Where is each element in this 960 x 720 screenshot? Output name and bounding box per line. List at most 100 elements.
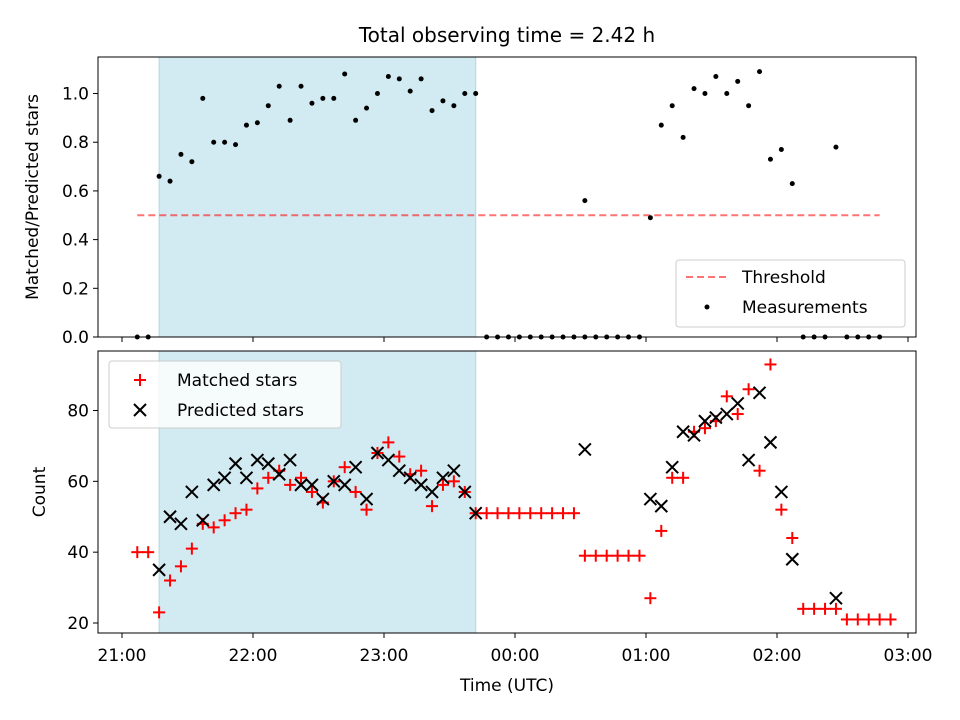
predicted-star-point	[327, 474, 341, 489]
matched-star-point	[535, 507, 548, 520]
matched-star-point	[142, 546, 155, 559]
shaded-span	[159, 57, 476, 337]
predicted-star-point	[741, 453, 756, 467]
matched-star-point	[491, 507, 504, 520]
x-tick-label: 00:00	[491, 646, 540, 666]
matched-star-point	[720, 390, 733, 403]
predicted-star-point	[261, 456, 275, 471]
predicted-star-point	[709, 410, 723, 425]
matched-star-point	[240, 503, 253, 516]
measurement-point	[582, 198, 588, 204]
predicted-star-point	[578, 442, 592, 457]
measurement-point	[309, 100, 315, 106]
legend-threshold-label: Threshold	[741, 268, 826, 288]
legend-matched-swatch	[134, 374, 146, 386]
matched-star-point	[513, 507, 526, 520]
matched-star-point	[851, 613, 864, 626]
measurement-point	[167, 178, 173, 184]
matched-star-point	[622, 549, 635, 562]
predicted-star-point	[163, 510, 177, 524]
predicted-star-point	[447, 463, 461, 478]
predicted-star-point	[283, 453, 297, 467]
measurement-point	[407, 88, 413, 94]
measurement-point	[178, 151, 184, 157]
y-tick-label: 80	[67, 401, 89, 421]
predicted-star-point	[774, 485, 789, 499]
figure-title: Total observing time = 2.42 h	[358, 23, 655, 47]
matched-star-point	[284, 478, 297, 491]
matched-star-point	[524, 507, 537, 520]
matched-star-point	[546, 507, 559, 520]
matched-star-point	[436, 478, 449, 491]
top-ylabel: Matched/Predicted stars	[23, 94, 43, 300]
matched-star-point	[731, 408, 744, 421]
predicted-star-point	[272, 467, 286, 481]
matched-star-point	[174, 560, 187, 573]
measurement-point	[211, 139, 217, 145]
measurement-point	[396, 76, 402, 82]
matched-star-point	[557, 507, 570, 520]
matched-star-point	[840, 613, 853, 626]
measurement-point	[385, 73, 391, 79]
measurement-point	[767, 156, 773, 162]
matched-star-point	[797, 602, 810, 615]
predicted-star-point	[752, 386, 767, 400]
matched-star-point	[633, 549, 646, 562]
matched-star-point	[611, 549, 624, 562]
matched-star-point	[393, 450, 406, 463]
matched-star-point	[677, 471, 690, 484]
matched-star-point	[229, 507, 242, 520]
measurement-point	[265, 103, 271, 109]
legend-measurement-swatch	[704, 304, 710, 310]
measurement-point	[691, 86, 697, 92]
matched-star-point	[426, 500, 439, 513]
predicted-star-point	[698, 414, 712, 428]
matched-star-point	[808, 602, 821, 615]
predicted-star-point	[305, 478, 319, 492]
y-tick-label: 40	[67, 543, 89, 563]
measurement-point	[735, 78, 741, 84]
predicted-star-point	[665, 460, 679, 474]
y-tick-label: 20	[67, 614, 89, 634]
measurement-point	[254, 120, 260, 126]
x-tick-label: 22:00	[229, 646, 278, 666]
x-tick-label: 21:00	[98, 646, 147, 666]
y-tick-label: 1.0	[62, 85, 89, 105]
x-tick-label: 01:00	[622, 646, 671, 666]
predicted-star-point	[829, 591, 843, 605]
measurement-point	[462, 91, 468, 97]
measurement-point	[189, 159, 195, 165]
y-tick-label: 0.4	[62, 231, 89, 251]
matched-star-point	[655, 524, 668, 537]
matched-star-point	[131, 546, 144, 559]
matched-star-point	[753, 464, 766, 477]
matched-star-point	[567, 507, 580, 520]
bottom-axes-frame	[97, 350, 917, 634]
predicted-star-point	[228, 456, 243, 471]
predicted-star-point	[152, 563, 166, 577]
measurement-point	[418, 76, 424, 82]
predicted-star-point	[654, 499, 668, 513]
top-x-ticks	[121, 337, 909, 342]
matched-star-point	[578, 549, 591, 562]
matched-star-point	[218, 514, 231, 527]
legend-matched-label: Matched stars	[177, 371, 297, 391]
measurement-point	[746, 103, 752, 109]
predicted-star-point	[730, 396, 745, 411]
predicted-star-point	[643, 492, 658, 506]
matched-star-point	[819, 602, 832, 615]
measurement-point	[429, 108, 435, 114]
predicted-star-point	[294, 478, 308, 492]
top-y-ticks: 0.0 0.2 0.4 0.6 0.8 1.0	[62, 85, 98, 348]
matched-star-point	[862, 613, 875, 626]
matched-star-point	[698, 422, 711, 435]
matched-star-point	[153, 606, 166, 619]
predicted-star-point	[414, 478, 428, 492]
matched-star-point	[502, 507, 515, 520]
matched-star-point	[349, 485, 362, 498]
legend-predicted-swatch	[133, 403, 147, 417]
top-legend-box	[675, 259, 906, 328]
x-tick-label: 02:00	[753, 646, 802, 666]
measurement-point	[789, 181, 795, 187]
predicted-star-point	[239, 471, 254, 485]
